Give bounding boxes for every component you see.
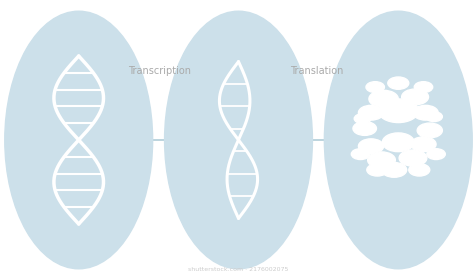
Circle shape [357, 105, 383, 120]
Circle shape [413, 82, 432, 92]
Text: shutterstock.com · 2176002075: shutterstock.com · 2176002075 [188, 267, 288, 272]
Ellipse shape [164, 11, 312, 269]
Circle shape [365, 82, 384, 92]
Circle shape [354, 114, 370, 123]
Circle shape [416, 123, 441, 138]
Circle shape [368, 90, 397, 108]
Circle shape [352, 122, 376, 136]
Circle shape [408, 164, 429, 176]
Text: Transcription: Transcription [128, 66, 191, 76]
Circle shape [425, 112, 441, 122]
Circle shape [412, 105, 437, 120]
Circle shape [366, 164, 387, 176]
Circle shape [398, 150, 426, 166]
Circle shape [387, 77, 408, 89]
Circle shape [410, 137, 435, 152]
Circle shape [401, 89, 427, 105]
Circle shape [382, 133, 413, 152]
Circle shape [350, 149, 369, 160]
Text: Translation: Translation [290, 66, 343, 76]
Circle shape [426, 149, 445, 160]
Circle shape [357, 139, 383, 154]
Circle shape [381, 162, 406, 177]
Ellipse shape [5, 11, 152, 269]
Circle shape [367, 152, 395, 168]
Ellipse shape [324, 11, 471, 269]
Circle shape [377, 99, 417, 123]
